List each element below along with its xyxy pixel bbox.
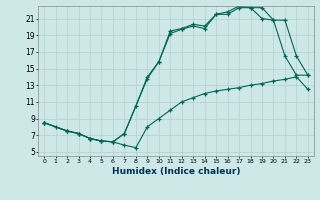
X-axis label: Humidex (Indice chaleur): Humidex (Indice chaleur) (112, 167, 240, 176)
